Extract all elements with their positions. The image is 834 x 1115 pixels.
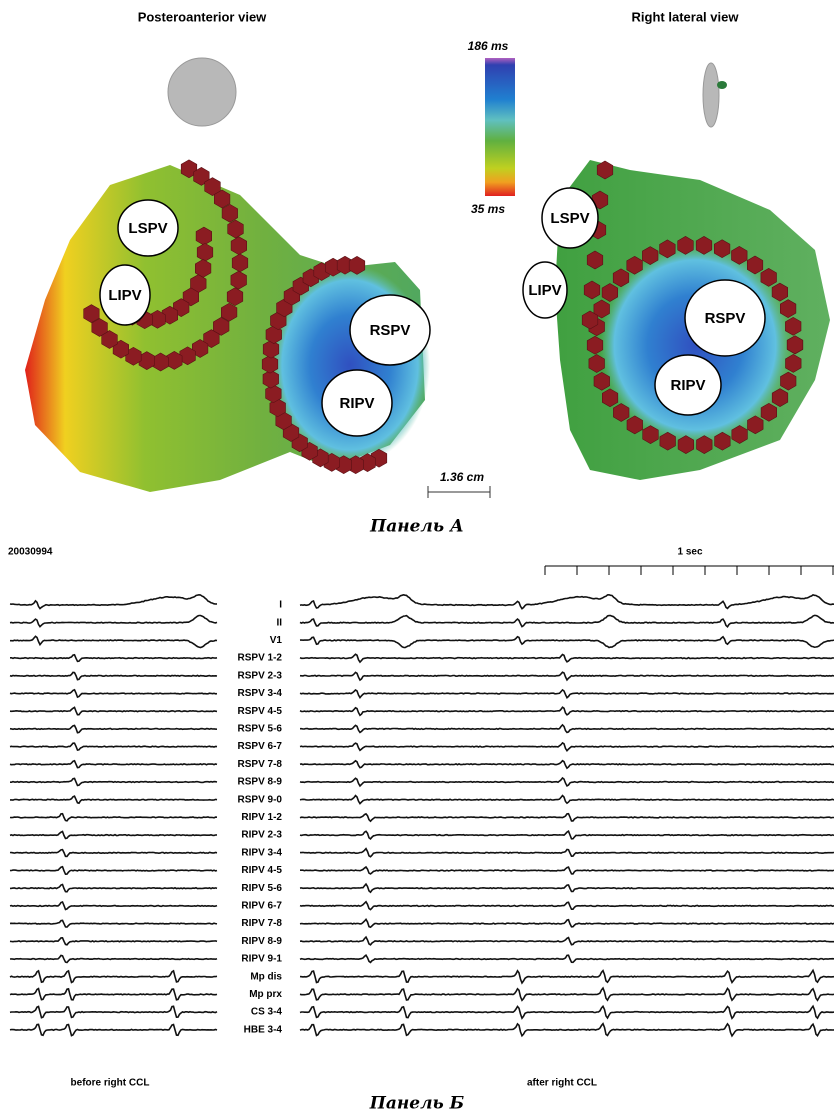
vein-label: RSPV xyxy=(705,310,746,327)
trace xyxy=(10,920,217,927)
trace xyxy=(10,595,217,609)
trace xyxy=(10,796,217,803)
trace xyxy=(10,989,217,1000)
trace xyxy=(300,672,834,680)
channel-label: RSPV 6-7 xyxy=(238,741,283,752)
channel-label: RSPV 2-3 xyxy=(238,670,283,681)
segment-label: after right CCL xyxy=(527,1078,597,1089)
trace xyxy=(10,850,217,857)
channel-label: II xyxy=(276,617,282,628)
channel-label: V1 xyxy=(270,635,283,646)
trace xyxy=(10,1006,217,1017)
channel-label: RIPV 4-5 xyxy=(241,865,282,876)
trace xyxy=(300,849,834,857)
view-title: Right lateral view xyxy=(632,9,740,24)
trace xyxy=(10,938,217,945)
trace xyxy=(10,885,217,892)
trace xyxy=(300,778,834,786)
colorbar xyxy=(485,58,515,196)
trace xyxy=(300,707,834,715)
channel-label: CS 3-4 xyxy=(251,1007,283,1018)
trace xyxy=(300,1006,834,1018)
channel-label: HBE 3-4 xyxy=(244,1024,283,1035)
trace xyxy=(300,654,834,662)
channel-label: RIPV 2-3 xyxy=(241,830,282,841)
trace xyxy=(300,902,834,910)
orientation-sphere xyxy=(168,58,236,126)
trace xyxy=(10,778,217,785)
vein-label: LSPV xyxy=(550,210,589,227)
trace xyxy=(10,902,217,910)
trace xyxy=(300,690,834,698)
channel-label: RIPV 8-9 xyxy=(241,936,282,947)
trace xyxy=(10,655,217,662)
trace xyxy=(300,831,834,839)
view-title: Posteroanterior view xyxy=(138,9,267,24)
trace xyxy=(300,637,834,648)
channel-label: RSPV 4-5 xyxy=(238,706,283,717)
trace xyxy=(300,796,834,804)
channel-label: RIPV 3-4 xyxy=(241,847,282,858)
trace xyxy=(10,867,217,875)
trace xyxy=(10,1024,217,1035)
record-id: 20030994 xyxy=(8,547,53,558)
trace xyxy=(10,616,217,627)
trace xyxy=(300,595,834,609)
channel-label: Mp dis xyxy=(250,971,282,982)
trace xyxy=(300,1024,834,1036)
trace xyxy=(300,743,834,751)
trace xyxy=(300,725,834,733)
vein-label: LSPV xyxy=(128,220,167,237)
trace xyxy=(10,636,217,647)
channel-label: RSPV 7-8 xyxy=(238,759,283,770)
trace xyxy=(300,615,834,626)
channel-label: RIPV 5-6 xyxy=(241,883,282,894)
trace xyxy=(10,672,217,679)
segment-label: before right CCL xyxy=(71,1078,150,1089)
channel-label: RIPV 6-7 xyxy=(241,901,282,912)
vein-label: RSPV xyxy=(370,322,411,339)
trace xyxy=(10,814,217,821)
channel-label: RIPV 9-1 xyxy=(241,954,282,965)
trace xyxy=(300,988,834,1000)
trace xyxy=(300,761,834,769)
vein-label: RIPV xyxy=(339,395,374,412)
channel-label: RIPV 7-8 xyxy=(241,918,282,929)
trace xyxy=(300,970,834,983)
channel-label: RSPV 3-4 xyxy=(238,688,283,699)
colorbar-min: 35 ms xyxy=(471,202,505,216)
figure: Posteroanterior view Right lateral view … xyxy=(0,0,834,1115)
trace xyxy=(10,971,217,983)
orientation-sphere xyxy=(703,63,719,127)
trace xyxy=(10,832,217,839)
channel-label: RSPV 8-9 xyxy=(238,777,283,788)
trace xyxy=(10,726,217,733)
scale-label: 1.36 cm xyxy=(440,470,484,484)
trace xyxy=(10,707,217,714)
trace xyxy=(300,884,834,892)
trace xyxy=(300,919,834,927)
channel-label: RSPV 1-2 xyxy=(238,653,283,664)
colorbar-max: 186 ms xyxy=(468,39,509,53)
trace xyxy=(300,814,834,822)
vein-label: RIPV xyxy=(670,377,705,394)
trace xyxy=(300,867,834,874)
time-scale-label: 1 sec xyxy=(677,547,702,558)
vein-label: LIPV xyxy=(108,287,141,304)
trace xyxy=(10,955,217,962)
trace xyxy=(300,955,834,962)
trace xyxy=(300,937,834,945)
channel-label: I xyxy=(279,600,282,611)
caption: Панель Б xyxy=(369,1094,465,1114)
trace xyxy=(10,761,217,768)
channel-label: RSPV 5-6 xyxy=(238,724,283,735)
caption: Панель А xyxy=(369,517,464,537)
channel-label: RSPV 9-0 xyxy=(238,794,283,805)
trace xyxy=(10,743,217,750)
trace xyxy=(10,690,217,697)
channel-label: Mp prx xyxy=(249,989,282,1000)
channel-label: RIPV 1-2 xyxy=(241,812,282,823)
orientation-marker xyxy=(717,81,727,89)
vein-label: LIPV xyxy=(528,282,561,299)
